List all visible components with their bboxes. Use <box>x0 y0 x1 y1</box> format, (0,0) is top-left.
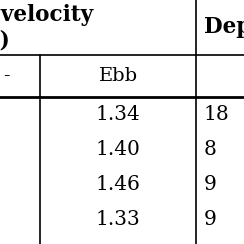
Text: 1.46: 1.46 <box>96 175 141 194</box>
Text: Ebb: Ebb <box>98 67 138 85</box>
Text: Peak mean velocity
(m/s): Peak mean velocity (m/s) <box>0 4 93 51</box>
Text: 8: 8 <box>204 140 217 159</box>
Text: 9: 9 <box>204 175 217 194</box>
Text: 9: 9 <box>204 210 217 229</box>
Text: 1.34: 1.34 <box>96 105 140 124</box>
Text: Dep: Dep <box>204 17 244 39</box>
Text: 18: 18 <box>204 105 230 124</box>
Text: 1.33: 1.33 <box>96 210 140 229</box>
Text: -: - <box>3 67 10 85</box>
Text: 1.40: 1.40 <box>96 140 141 159</box>
